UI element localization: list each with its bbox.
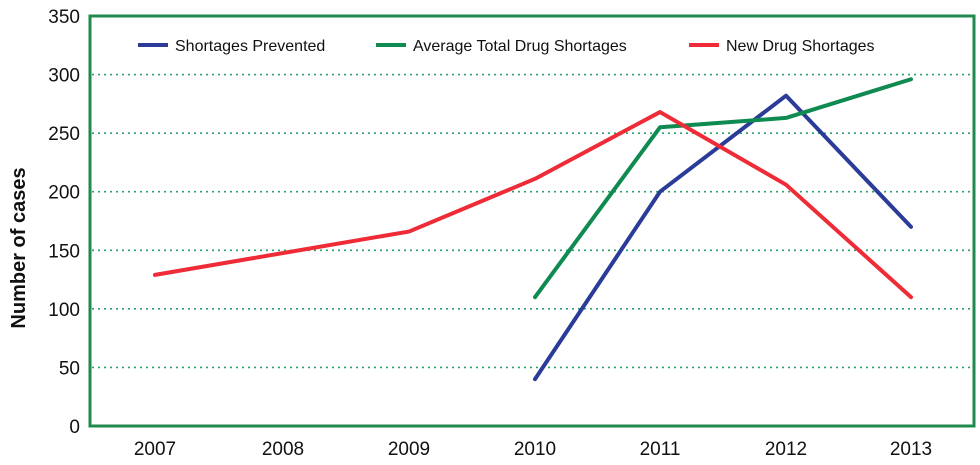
series-line-1: [533, 93, 913, 382]
x-tick-label: 2008: [262, 439, 304, 460]
series-lines: [153, 77, 913, 382]
series-line-2: [533, 77, 913, 300]
y-tick-label: 0: [69, 417, 80, 438]
y-tick-label: 100: [48, 300, 80, 321]
plot-frame: [88, 14, 976, 428]
x-axis-ticks: 2007 2008 2009 2010 2011 2012 2013: [134, 439, 932, 460]
legend-label: Average Total Drug Shortages: [413, 38, 627, 55]
y-tick-label: 200: [48, 183, 80, 204]
x-tick-label: 2013: [890, 439, 932, 460]
series-line-3: [153, 110, 913, 300]
y-tick-label: 350: [48, 7, 80, 28]
gridlines: [92, 73, 972, 369]
legend-label: New Drug Shortages: [726, 38, 875, 55]
y-axis-ticks: 0 50 100 150 200 250 300 350: [48, 7, 80, 438]
x-tick-label: 2012: [765, 439, 807, 460]
y-tick-label: 250: [48, 124, 80, 145]
x-tick-label: 2009: [388, 439, 430, 460]
y-tick-label: 150: [48, 241, 80, 262]
x-tick-label: 2010: [514, 439, 556, 460]
legend: Shortages Prevented Average Total Drug Sh…: [138, 38, 875, 55]
legend-label: Shortages Prevented: [175, 38, 325, 55]
y-tick-label: 300: [48, 66, 80, 87]
x-tick-label: 2007: [134, 439, 176, 460]
y-tick-label: 50: [59, 358, 80, 379]
y-axis-label: Number of cases: [8, 167, 30, 328]
x-tick-label: 2011: [640, 439, 681, 460]
